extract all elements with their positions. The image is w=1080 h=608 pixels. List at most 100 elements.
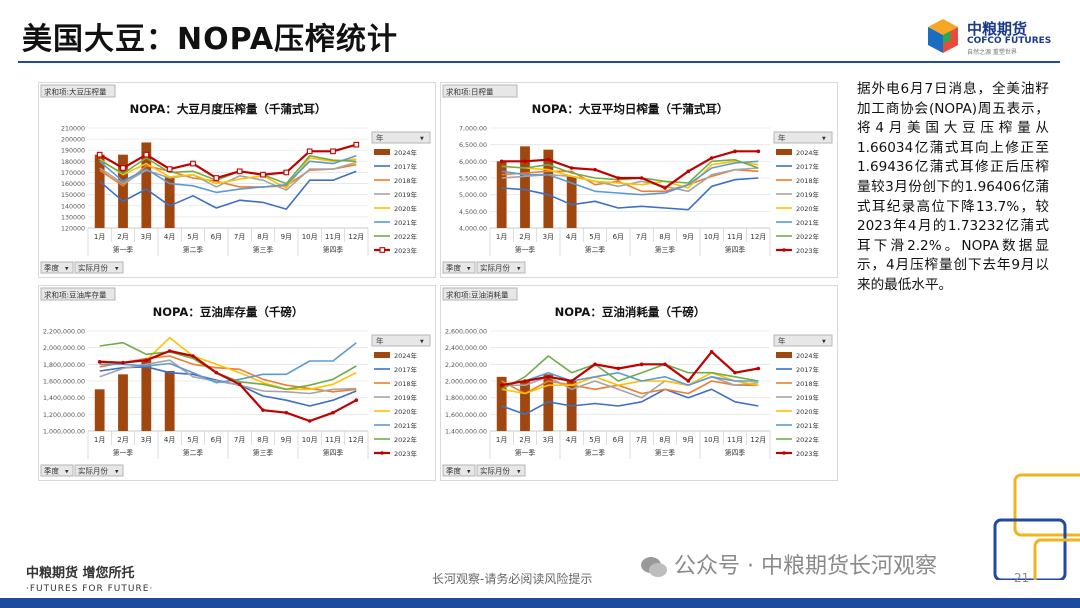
- field-tag: 求和项:豆油库存量: [40, 287, 116, 301]
- bar-2024: [94, 389, 105, 431]
- series-line-2020: [99, 157, 357, 189]
- point-2023: [167, 349, 172, 353]
- x-tick-label: 6月: [211, 233, 222, 241]
- legend-label: 2024年: [796, 148, 820, 157]
- footer-logo-cn: 中粮期货 增您所托: [26, 566, 135, 581]
- x-tick-label: 12月: [750, 233, 766, 241]
- chart-title: NOPA：大豆月度压榨量（千蒲式耳）: [130, 102, 327, 116]
- field-tag-label: 求和项:豆油库存量: [44, 290, 107, 300]
- bar-2024: [164, 176, 175, 228]
- legend-swatch-2024: [374, 352, 390, 358]
- series-line-2021: [99, 342, 357, 384]
- point-2023: [686, 379, 691, 383]
- legend-filter-label: 年: [376, 133, 384, 143]
- field-tag-box: [40, 84, 116, 98]
- legend-marker-2023: [782, 248, 786, 252]
- legend-filter-box: [371, 334, 431, 347]
- logo-tagline: 自然之源 重塑世界: [967, 49, 1017, 56]
- bar-2024: [543, 149, 554, 228]
- series-line-2023: [501, 350, 759, 387]
- footer-logo: 中粮期货 增您所托 ·FUTURES FOR FUTURE·: [26, 562, 153, 594]
- point-2023: [499, 159, 504, 164]
- company-logo: 中粮期货 COFCO FUTURES 自然之源 重塑世界: [923, 16, 1063, 56]
- legend-filter-box: [773, 334, 833, 347]
- y-tick-label: 1,400,000.00: [445, 429, 487, 436]
- season-filter-label: 季度: [446, 263, 461, 273]
- x-tick-label: 4月: [164, 233, 175, 241]
- risk-disclaimer: 长河观察-请务必阅读风险提示: [432, 572, 593, 586]
- month-filter-label: 实际月份: [480, 263, 510, 273]
- point-2023: [354, 398, 359, 402]
- x-tick-label: 4月: [566, 436, 577, 444]
- point-2023: [616, 366, 621, 371]
- quarter-label: 第二季: [585, 448, 606, 457]
- x-tick-label: 4月: [164, 436, 175, 444]
- legend-label: 2021年: [394, 218, 418, 227]
- legend-label: 2017年: [394, 365, 418, 374]
- summary-text: 据外电6月7日消息，全美油籽加工商协会(NOPA)周五表示，将4月美国大豆压榨量…: [857, 81, 1049, 293]
- x-tick-label: 10月: [302, 436, 318, 444]
- legend-filter: 年 ▾: [773, 334, 833, 347]
- chevron-down-icon: ▾: [467, 468, 471, 476]
- point-2023: [143, 151, 150, 158]
- x-tick-label: 9月: [683, 233, 694, 241]
- point-2023: [96, 151, 103, 158]
- point-2023: [144, 358, 149, 362]
- legend-label: 2019年: [796, 393, 820, 402]
- y-tick-label: 150000: [61, 192, 85, 199]
- legend-label: 2024年: [796, 351, 820, 360]
- field-tag-label: 求和项:豆油消耗量: [446, 290, 509, 300]
- chevron-down-icon: ▾: [517, 265, 521, 273]
- month-filter-box: [476, 464, 526, 477]
- chevron-down-icon: ▾: [115, 265, 119, 273]
- y-tick-label: 180000: [61, 159, 85, 166]
- watermark-text: 公众号 · 中粮期货长河观察: [674, 554, 937, 579]
- legend-label: 2019年: [394, 393, 418, 402]
- quarter-label: 第三季: [253, 245, 274, 254]
- point-2023: [663, 186, 667, 190]
- point-2023: [686, 169, 691, 174]
- point-2023: [523, 379, 527, 383]
- quarter-label: 第二季: [585, 245, 606, 254]
- point-2023: [260, 171, 266, 178]
- legend-label: 2018年: [796, 379, 820, 388]
- legend-label: 2023年: [796, 449, 820, 458]
- y-tick-label: 170000: [61, 170, 85, 177]
- point-2023: [756, 366, 761, 371]
- quarter-label: 第一季: [515, 245, 536, 254]
- logo-name-cn: 中粮期货: [967, 20, 1028, 38]
- field-tag: 求和项:日榨量: [442, 84, 518, 98]
- point-2023: [569, 379, 574, 383]
- chart-border: [440, 82, 838, 278]
- point-2023: [546, 157, 551, 162]
- legend-label: 2019年: [796, 190, 820, 199]
- point-2023: [120, 165, 126, 171]
- legend-label: 2022年: [796, 232, 820, 241]
- field-buttons: 季度 ▾ 实际月份 ▾: [442, 261, 526, 274]
- series-line-2022: [99, 341, 357, 391]
- daily-crush-chart: 求和项:日榨量 NOPA：大豆平均日榨量（千蒲式耳） 4,000.00 4,500.0…: [440, 82, 838, 278]
- bar-2024: [496, 161, 507, 228]
- quarter-label: 第三季: [253, 448, 274, 457]
- chevron-down-icon: ▾: [517, 468, 521, 476]
- x-tick-label: 7月: [234, 436, 245, 444]
- point-2023: [663, 362, 667, 367]
- point-2023: [639, 176, 644, 180]
- legend-label: 2017年: [796, 162, 820, 171]
- x-tick-label: 6月: [613, 436, 624, 444]
- corner-decoration: [993, 473, 1080, 580]
- y-tick-label: 190000: [61, 148, 85, 155]
- x-tick-label: 5月: [589, 233, 600, 241]
- y-tick-label: 6,500.00: [459, 142, 487, 149]
- y-tick-label: 1,600,000.00: [43, 379, 85, 386]
- legend-label: 2023年: [394, 449, 418, 458]
- legend-label: 2018年: [394, 379, 418, 388]
- point-2023: [593, 362, 597, 367]
- legend-label: 2024年: [394, 148, 418, 157]
- legend-label: 2019年: [394, 190, 418, 199]
- legend-marker-2023: [379, 247, 386, 253]
- legend-filter-box: [371, 131, 431, 144]
- x-tick-label: 2月: [117, 233, 128, 241]
- point-2023: [214, 370, 219, 375]
- page-title: 美国大豆：NOPA压榨统计: [22, 22, 399, 57]
